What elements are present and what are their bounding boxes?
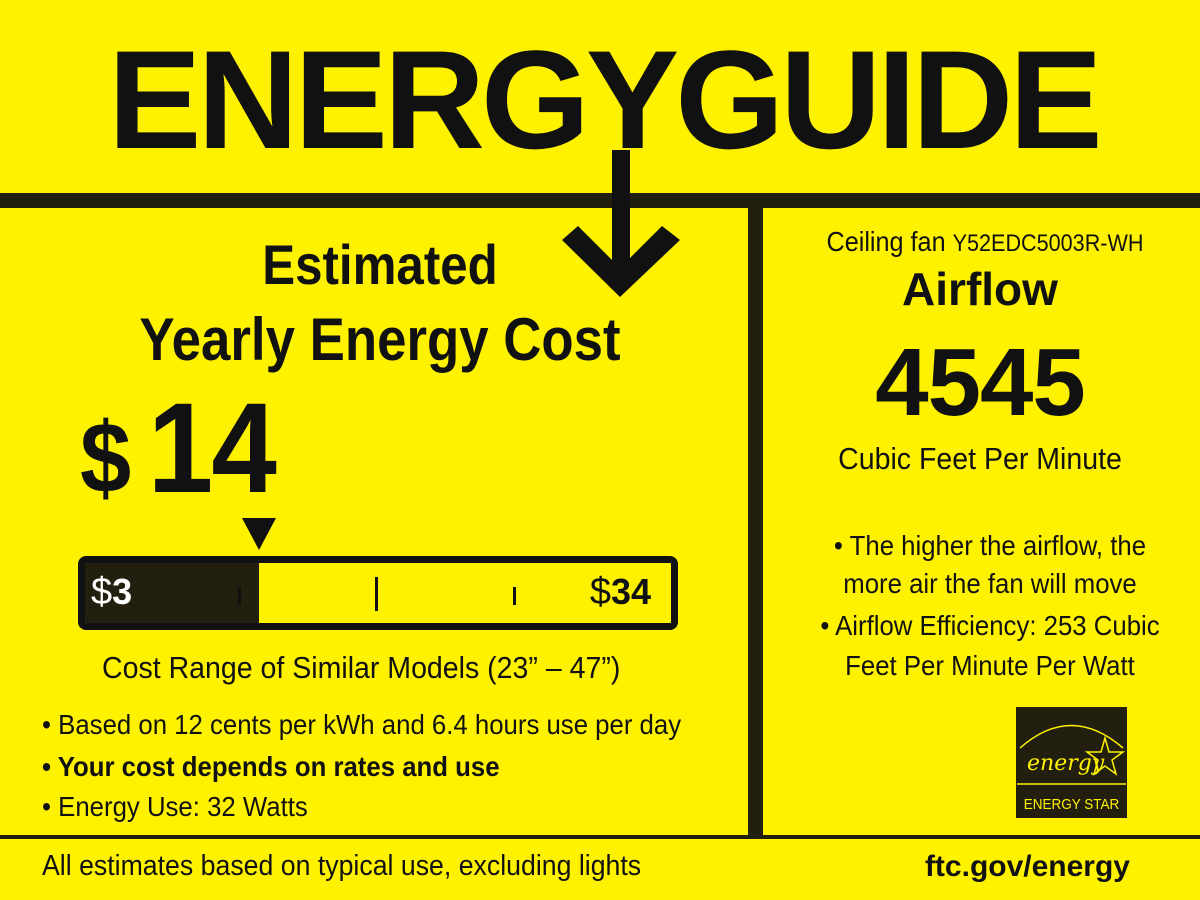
product-model: Ceiling fan Y52EDC5003R-WH	[826, 226, 1144, 257]
range-caption: Cost Range of Similar Models (23” – 47”)	[102, 650, 621, 685]
range-tick	[375, 577, 378, 611]
energy-star-logo: energy ENERGY STAR	[1016, 707, 1127, 818]
ftc-link[interactable]: ftc.gov/energy	[924, 850, 1130, 883]
bullet-cost-depends: • Your cost depends on rates and use	[42, 751, 500, 782]
energy-star-icon: energy	[1017, 724, 1126, 785]
cost-value: 14	[147, 377, 277, 520]
footer-note: All estimates based on typical use, excl…	[42, 850, 642, 882]
airflow-unit: Cubic Feet Per Minute	[838, 441, 1122, 476]
cost-currency: $	[80, 402, 131, 514]
airflow-label: Airflow	[902, 263, 1058, 315]
note-efficiency-2: Feet Per Minute Per Watt	[845, 650, 1135, 681]
note-efficiency-1: • Airflow Efficiency: 253 Cubic	[820, 610, 1160, 641]
bullet-energy-use: • Energy Use: 32 Watts	[42, 791, 308, 822]
cost-heading-line1: Estimated	[262, 233, 498, 296]
range-tick	[513, 587, 516, 605]
note-airflow-1: • The higher the airflow, the	[833, 530, 1147, 561]
cost-range-bar: $3 $34	[78, 556, 678, 630]
range-low: $3	[91, 571, 133, 613]
note-airflow-2: more air the fan will move	[843, 568, 1137, 599]
cost-marker-icon	[242, 518, 276, 550]
cost-range-fill	[85, 563, 259, 623]
airflow-value: 4545	[875, 329, 1086, 436]
energyguide-title: ENERGYGUIDE	[108, 21, 1103, 178]
svg-text:energy: energy	[1027, 751, 1105, 776]
cost-heading-line2: Yearly Energy Cost	[139, 306, 621, 373]
range-tick	[238, 587, 241, 605]
header-divider	[0, 193, 1200, 208]
column-divider	[748, 208, 763, 836]
energy-star-label: ENERGY STAR	[1023, 796, 1120, 813]
footer-divider	[0, 835, 1200, 839]
bullet-rate: • Based on 12 cents per kWh and 6.4 hour…	[42, 709, 682, 740]
down-arrow-icon	[562, 150, 680, 297]
range-high: $34	[589, 571, 651, 613]
yearly-cost: $14	[80, 375, 277, 522]
